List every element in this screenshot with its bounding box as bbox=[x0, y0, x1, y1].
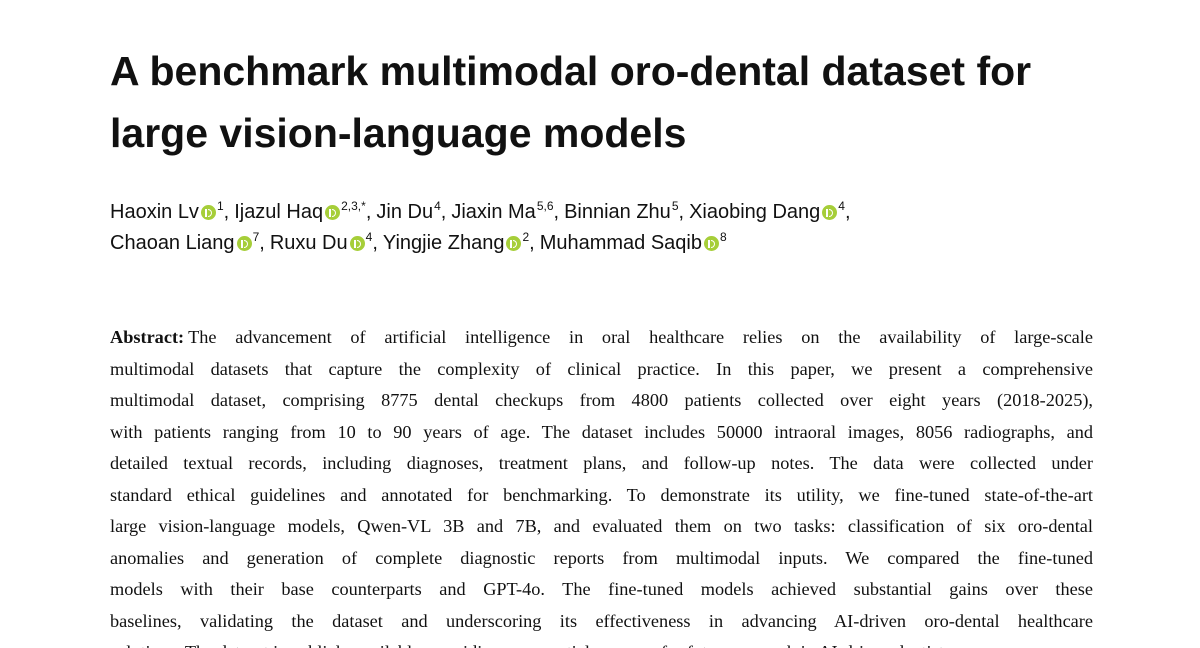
author: Muhammad Saqib 8 bbox=[539, 230, 727, 254]
separator: , bbox=[440, 201, 447, 223]
abstract-text: anomalies and generation of complete dia… bbox=[110, 547, 1093, 568]
abstract-text: The advancement of artificial intelligen… bbox=[188, 327, 1093, 347]
abstract-line: multimodal datasets that capture the com… bbox=[110, 354, 1093, 386]
abstract-line: standard ethical guidelines and annotate… bbox=[110, 480, 1093, 512]
affiliation-marks: 5,6 bbox=[536, 199, 554, 213]
orcid-icon bbox=[200, 205, 216, 220]
abstract-line: large vision-language models, Qwen-VL 3B… bbox=[110, 511, 1093, 543]
separator: , bbox=[365, 201, 372, 223]
author: Chaoan Liang 7, bbox=[110, 230, 265, 254]
abstract-text: large vision-language models, Qwen-VL 3B… bbox=[110, 516, 1093, 536]
affiliation-marks: 1 bbox=[216, 199, 224, 213]
abstract: Abstract: The advancement of artificial i… bbox=[110, 322, 1093, 648]
author: Yingjie Zhang 2, bbox=[382, 230, 535, 254]
abstract-text: baselines, validating the dataset and un… bbox=[110, 610, 1093, 631]
author-list: Haoxin Lv 1, Ijazul Haq 2,3,*, Jin Du4, Jiaxi… bbox=[110, 197, 1110, 259]
orcid-icon bbox=[236, 236, 252, 251]
abstract-line: models with their base counterparts and … bbox=[110, 574, 1093, 606]
affiliation-marks: 4 bbox=[434, 199, 441, 213]
separator: , bbox=[529, 232, 535, 254]
separator: , bbox=[223, 201, 230, 223]
orcid-icon bbox=[506, 236, 522, 251]
affiliation-marks: 7 bbox=[252, 230, 260, 244]
author-name: Chaoan Liang bbox=[110, 232, 235, 254]
author: Ruxu Du 4, bbox=[269, 230, 378, 254]
author-name: Ruxu Du bbox=[269, 232, 348, 254]
author-name: Haoxin Lv bbox=[110, 201, 199, 223]
abstract-text: multimodal dataset, comprising 8775 dent… bbox=[110, 390, 1093, 410]
title-line: large vision-language models bbox=[110, 110, 687, 156]
orcid-icon bbox=[704, 236, 719, 251]
abstract-line: baselines, validating the dataset and un… bbox=[110, 606, 1093, 638]
abstract-text: standard ethical guidelines and annotate… bbox=[110, 484, 1093, 505]
separator: , bbox=[844, 201, 851, 223]
author-name: Muhammad Saqib bbox=[539, 232, 702, 254]
abstract-line: Abstract: The advancement of artificial i… bbox=[110, 322, 1093, 354]
abstract-line: anomalies and generation of complete dia… bbox=[110, 543, 1093, 575]
orcid-icon bbox=[349, 236, 365, 251]
affiliation-marks: 8 bbox=[720, 230, 727, 244]
affiliation-marks: 5 bbox=[671, 199, 679, 213]
abstract-line: with patients ranging from 10 to 90 year… bbox=[110, 417, 1093, 449]
author-line: Haoxin Lv 1, Ijazul Haq 2,3,*, Jin Du4, Jiaxi… bbox=[110, 197, 1110, 228]
orcid-icon bbox=[822, 205, 838, 220]
author-line: Chaoan Liang 7, Ruxu Du 4, Yingjie Zhang 2, Mu… bbox=[110, 228, 1110, 259]
abstract-text: multimodal datasets that capture the com… bbox=[110, 358, 1093, 379]
abstract-line: detailed textual records, including diag… bbox=[110, 448, 1093, 480]
author-name: Yingjie Zhang bbox=[382, 232, 505, 254]
separator: , bbox=[259, 232, 265, 254]
author: Binnian Zhu5, bbox=[564, 199, 685, 223]
affiliation-marks: 2 bbox=[522, 230, 530, 244]
abstract-line: multimodal dataset, comprising 8775 dent… bbox=[110, 385, 1093, 417]
author-name: Jiaxin Ma bbox=[451, 201, 536, 223]
abstract-label: Abstract: bbox=[110, 327, 185, 347]
separator: , bbox=[372, 232, 378, 254]
author: Haoxin Lv 1, bbox=[110, 199, 230, 223]
author: Jiaxin Ma5,6, bbox=[451, 199, 560, 223]
orcid-icon bbox=[325, 205, 341, 220]
author-name: Xiaobing Dang bbox=[689, 201, 821, 223]
affiliation-marks: 2,3,* bbox=[341, 199, 366, 213]
author-name: Jin Du bbox=[376, 201, 434, 223]
abstract-text: solutions. The dataset is publicly avail… bbox=[110, 642, 962, 648]
separator: , bbox=[553, 201, 560, 223]
author: Xiaobing Dang 4, bbox=[689, 199, 851, 223]
affiliation-marks: 4 bbox=[365, 230, 373, 244]
affiliation-marks: 4 bbox=[838, 199, 845, 213]
abstract-text: with patients ranging from 10 to 90 year… bbox=[110, 421, 1093, 442]
author: Jin Du4, bbox=[376, 199, 447, 223]
abstract-line: solutions. The dataset is publicly avail… bbox=[110, 637, 1093, 648]
abstract-text: models with their base counterparts and … bbox=[110, 579, 1093, 599]
paper-title: A benchmark multimodal oro-dental datase… bbox=[110, 40, 1110, 164]
author: Ijazul Haq 2,3,*, bbox=[234, 199, 372, 223]
separator: , bbox=[678, 201, 685, 223]
title-line: A benchmark multimodal oro-dental datase… bbox=[110, 48, 1032, 94]
author-name: Ijazul Haq bbox=[234, 201, 324, 223]
author-name: Binnian Zhu bbox=[564, 201, 671, 223]
abstract-text: detailed textual records, including diag… bbox=[110, 453, 1093, 473]
